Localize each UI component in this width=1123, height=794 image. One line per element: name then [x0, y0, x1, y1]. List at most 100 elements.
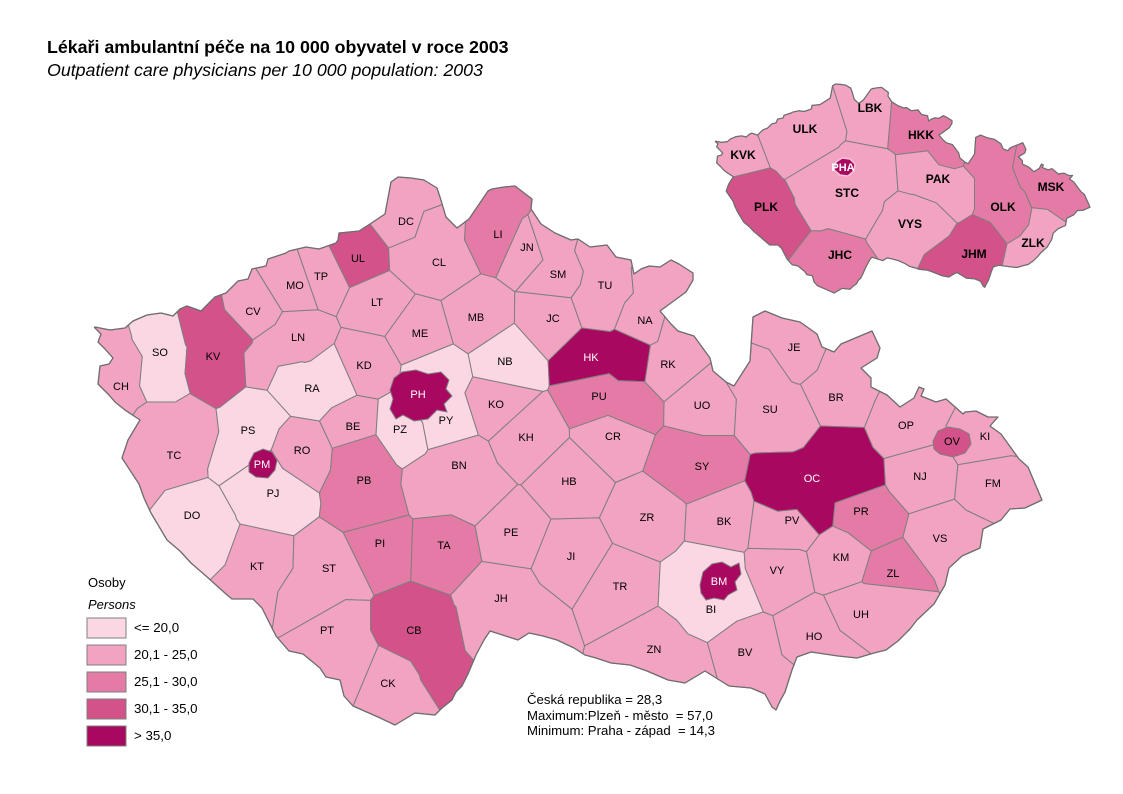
svg-text:NJ: NJ — [913, 471, 926, 483]
svg-text:CL: CL — [432, 257, 446, 269]
svg-text:30,1 - 35,0: 30,1 - 35,0 — [134, 701, 198, 716]
svg-text:KO: KO — [488, 399, 504, 411]
svg-text:ME: ME — [412, 328, 429, 340]
svg-text:KI: KI — [980, 431, 990, 443]
svg-text:CB: CB — [406, 625, 421, 637]
svg-text:<= 20,0: <= 20,0 — [134, 620, 179, 635]
svg-text:Persons: Persons — [88, 597, 136, 612]
svg-text:JHC: JHC — [828, 248, 852, 262]
svg-text:PZ: PZ — [393, 424, 407, 436]
svg-text:VYS: VYS — [898, 217, 922, 231]
svg-text:BR: BR — [828, 392, 843, 404]
svg-text:UH: UH — [853, 609, 869, 621]
svg-text:PU: PU — [591, 391, 606, 403]
svg-text:BE: BE — [346, 421, 361, 433]
svg-text:25,1 - 30,0: 25,1 - 30,0 — [134, 674, 198, 689]
svg-text:NA: NA — [637, 315, 653, 327]
svg-text:BK: BK — [717, 516, 732, 528]
svg-text:SY: SY — [695, 461, 710, 473]
svg-text:JN: JN — [520, 242, 534, 254]
svg-text:PE: PE — [504, 527, 519, 539]
svg-text:TU: TU — [598, 280, 613, 292]
svg-text:MSK: MSK — [1038, 180, 1065, 194]
svg-text:Minimum: Praha - západ = 14,3: Minimum: Praha - západ = 14,3 — [527, 723, 715, 738]
svg-text:> 35,0: > 35,0 — [134, 728, 171, 743]
svg-text:PV: PV — [785, 515, 800, 527]
svg-text:HKK: HKK — [908, 128, 934, 142]
svg-text:OV: OV — [944, 436, 961, 448]
svg-text:Lékaři ambulantní péče na 10 0: Lékaři ambulantní péče na 10 000 obyvate… — [47, 37, 509, 57]
svg-text:ZLK: ZLK — [1021, 236, 1045, 250]
svg-text:CR: CR — [605, 431, 621, 443]
svg-text:OLK: OLK — [990, 200, 1016, 214]
svg-text:SU: SU — [762, 404, 777, 416]
svg-text:TC: TC — [167, 450, 182, 462]
svg-text:ZR: ZR — [640, 512, 655, 524]
svg-text:BI: BI — [706, 604, 716, 616]
svg-text:PJ: PJ — [267, 488, 280, 500]
svg-text:LT: LT — [371, 297, 383, 309]
svg-text:DO: DO — [184, 510, 201, 522]
svg-text:KT: KT — [250, 561, 264, 573]
svg-text:LN: LN — [291, 332, 305, 344]
svg-text:Outpatient care physicians per: Outpatient care physicians per 10 000 po… — [47, 60, 483, 80]
svg-text:STC: STC — [835, 186, 859, 200]
svg-text:KV: KV — [206, 351, 221, 363]
svg-text:RK: RK — [660, 359, 676, 371]
svg-text:PR: PR — [853, 506, 868, 518]
svg-text:PT: PT — [320, 625, 334, 637]
svg-text:TR: TR — [613, 581, 628, 593]
svg-text:BM: BM — [711, 576, 728, 588]
svg-text:DC: DC — [398, 216, 414, 228]
svg-text:CK: CK — [380, 678, 396, 690]
svg-text:NB: NB — [497, 356, 512, 368]
svg-text:FM: FM — [985, 478, 1001, 490]
svg-text:JH: JH — [494, 593, 508, 605]
svg-text:CH: CH — [113, 381, 129, 393]
svg-text:Česká republika = 28,3: Česká republika = 28,3 — [527, 692, 662, 707]
svg-text:RO: RO — [294, 445, 311, 457]
svg-text:PAK: PAK — [926, 172, 951, 186]
svg-text:TP: TP — [314, 271, 328, 283]
svg-text:JE: JE — [788, 342, 801, 354]
svg-text:PB: PB — [357, 475, 372, 487]
svg-text:LI: LI — [493, 229, 502, 241]
svg-text:TA: TA — [437, 540, 451, 552]
svg-text:ULK: ULK — [793, 122, 818, 136]
svg-text:HB: HB — [561, 476, 576, 488]
svg-text:CV: CV — [245, 306, 261, 318]
svg-text:PH: PH — [410, 389, 425, 401]
svg-text:RA: RA — [304, 383, 320, 395]
svg-text:UL: UL — [351, 253, 365, 265]
svg-text:20,1 - 25,0: 20,1 - 25,0 — [134, 647, 198, 662]
svg-text:PY: PY — [439, 415, 454, 427]
svg-text:ZN: ZN — [647, 644, 662, 656]
svg-text:OP: OP — [898, 420, 914, 432]
svg-text:BV: BV — [738, 647, 753, 659]
svg-text:Maximum:Plzeň - město = 57,0: Maximum:Plzeň - město = 57,0 — [527, 708, 713, 723]
svg-text:ST: ST — [322, 563, 336, 575]
svg-text:JI: JI — [567, 551, 576, 563]
svg-text:JHM: JHM — [961, 247, 986, 261]
svg-text:KM: KM — [833, 552, 850, 564]
svg-text:MB: MB — [468, 312, 485, 324]
svg-text:KH: KH — [518, 432, 533, 444]
svg-text:HO: HO — [806, 631, 823, 643]
svg-text:UO: UO — [694, 400, 711, 412]
svg-text:LBK: LBK — [858, 101, 883, 115]
svg-text:SM: SM — [550, 269, 567, 281]
svg-text:VY: VY — [770, 565, 785, 577]
svg-text:HK: HK — [583, 352, 599, 364]
svg-text:PS: PS — [241, 425, 256, 437]
svg-text:KVK: KVK — [730, 148, 756, 162]
svg-text:PI: PI — [375, 538, 385, 550]
svg-text:VS: VS — [933, 533, 948, 545]
svg-text:Osoby: Osoby — [88, 575, 126, 590]
svg-text:SO: SO — [152, 347, 168, 359]
svg-text:JC: JC — [546, 313, 560, 325]
svg-text:ZL: ZL — [887, 568, 900, 580]
svg-text:PHA: PHA — [831, 162, 854, 174]
svg-text:OC: OC — [804, 473, 821, 485]
svg-text:MO: MO — [286, 280, 304, 292]
svg-text:BN: BN — [451, 460, 466, 472]
